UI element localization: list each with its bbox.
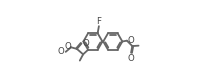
- Text: O: O: [128, 54, 135, 62]
- Text: F: F: [96, 17, 101, 25]
- Text: O: O: [83, 39, 89, 48]
- Text: O: O: [127, 36, 134, 44]
- Text: O: O: [64, 42, 71, 51]
- Text: O: O: [57, 47, 64, 56]
